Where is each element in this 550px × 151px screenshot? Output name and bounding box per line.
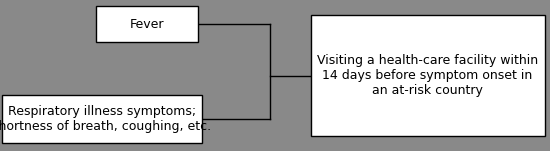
FancyBboxPatch shape [96,6,198,42]
Text: Fever: Fever [130,18,164,31]
Text: Respiratory illness symptoms;
shortness of breath, coughing, etc.: Respiratory illness symptoms; shortness … [0,105,212,133]
Text: Visiting a health-care facility within
14 days before symptom onset in
an at-ris: Visiting a health-care facility within 1… [317,54,538,97]
FancyBboxPatch shape [2,95,202,143]
FancyBboxPatch shape [311,15,544,136]
